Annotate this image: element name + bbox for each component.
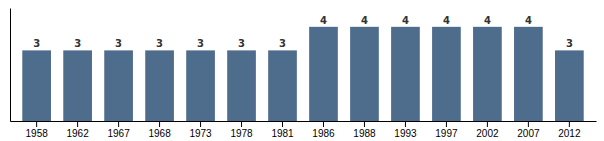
data-label: 3 [74,38,81,49]
data-label: 3 [33,38,40,49]
bar [22,50,51,121]
x-tick-label: 1968 [148,128,171,139]
x-tick: 1993 [394,121,417,139]
x-tick-mark [446,121,447,127]
bar [432,27,461,121]
x-tick-label: 1997 [435,128,458,139]
x-tick-label: 1978 [230,128,253,139]
x-tick-mark [77,121,78,127]
x-tick-label: 2012 [558,128,581,139]
y-axis-line [10,9,11,122]
bar [63,50,92,121]
bar [268,50,297,121]
x-tick-label: 1988 [353,128,376,139]
x-tick-label: 1973 [189,128,212,139]
bar [145,50,174,121]
x-tick: 1967 [107,121,130,139]
x-tick-mark [159,121,160,127]
bar [473,27,502,121]
x-tick-mark [569,121,570,127]
chart: 1958 1962 1967 1968 1973 1978 1981 1986 1988 1993… [0,0,604,141]
data-label: 3 [238,38,245,49]
x-tick-mark [487,121,488,127]
x-tick: 1997 [435,121,458,139]
data-label: 4 [525,15,532,26]
bar [309,27,338,121]
x-tick: 1978 [230,121,253,139]
x-tick-mark [241,121,242,127]
x-tick-mark [200,121,201,127]
x-tick-label: 1986 [312,128,335,139]
x-tick-label: 2002 [476,128,499,139]
x-axis-line [11,121,597,122]
y-axis [10,9,11,122]
x-tick-mark [528,121,529,127]
x-tick: 1962 [66,121,89,139]
bar [350,27,379,121]
x-tick-label: 2007 [517,128,540,139]
x-tick-label: 1958 [26,128,49,139]
x-tick: 2012 [558,121,581,139]
x-tick-label: 1967 [107,128,130,139]
x-tick: 2002 [476,121,499,139]
x-tick-mark [364,121,365,127]
x-tick: 1958 [26,121,49,139]
bar [186,50,215,121]
data-label: 3 [156,38,163,49]
x-tick-label: 1962 [66,128,89,139]
x-tick: 1973 [189,121,212,139]
data-label: 4 [320,15,327,26]
data-label: 3 [566,38,573,49]
x-tick: 1968 [148,121,171,139]
data-label: 4 [443,15,450,26]
x-tick-mark [118,121,119,127]
x-tick: 1981 [271,121,294,139]
data-label: 4 [402,15,409,26]
x-tick-label: 1993 [394,128,417,139]
data-label: 3 [197,38,204,49]
bar [514,27,543,121]
bar [227,50,256,121]
x-tick-label: 1981 [271,128,294,139]
x-tick: 1988 [353,121,376,139]
x-tick-mark [323,121,324,127]
data-label: 4 [361,15,368,26]
x-tick: 1986 [312,121,335,139]
plot: 1958 1962 1967 1968 1973 1978 1981 1986 1988 1993… [11,9,597,140]
x-tick: 2007 [517,121,540,139]
bar [555,50,584,121]
data-label: 4 [484,15,491,26]
x-tick-mark [282,121,283,127]
x-tick-mark [36,121,37,127]
bars [22,27,583,121]
data-label: 3 [115,38,122,49]
bar [104,50,133,121]
data-labels: 3 3 3 3 3 3 3 4 4 4 4 4 4 3 [33,15,573,50]
x-axis: 1958 1962 1967 1968 1973 1978 1981 1986 1988 1993… [11,121,597,139]
x-tick-mark [405,121,406,127]
bar [391,27,420,121]
data-label: 3 [279,38,286,49]
